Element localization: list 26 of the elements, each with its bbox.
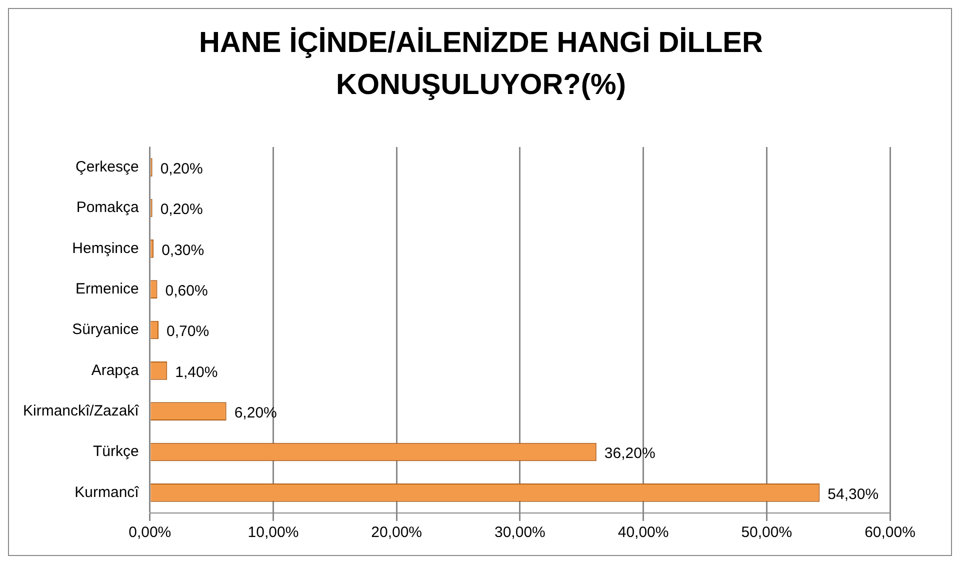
y-tick-label: Kurmancî — [74, 484, 140, 501]
y-tick-label: Kirmanckî/Zazakî — [22, 402, 140, 420]
y-tick-label: Süryanice — [72, 321, 139, 338]
x-tick-label: 20,00% — [371, 524, 422, 542]
y-tick-label: Ermenice — [76, 280, 139, 298]
chart-title: HANE İÇİNDE/AİLENİZDE HANGİ DİLLER KONUŞULUYOR?(%) — [198, 26, 764, 103]
data-label: 0,60% — [165, 282, 208, 300]
x-tick-label: 60,00% — [864, 524, 916, 542]
data-label: 0,30% — [162, 242, 204, 259]
data-label: 0,70% — [166, 323, 210, 340]
x-tick-label: 0,00% — [128, 524, 172, 542]
x-tick-label: 50,00% — [741, 524, 792, 542]
y-tick-label: Arapça — [91, 362, 140, 379]
data-label: 1,40% — [175, 364, 218, 381]
data-label: 6,20% — [234, 404, 277, 422]
data-label: 0,20% — [160, 201, 203, 218]
data-label: 0,20% — [160, 160, 203, 178]
y-tick-label: Pomakça — [76, 199, 140, 216]
y-tick-label: Çerkesçe — [76, 158, 139, 176]
x-tick-label: 30,00% — [494, 524, 546, 542]
x-tick-label: 40,00% — [618, 524, 669, 542]
y-tick-label: Türkçe — [93, 443, 139, 460]
data-label: 36,20% — [604, 445, 656, 462]
data-label: 54,30% — [828, 486, 879, 503]
x-tick-label: 10,00% — [248, 524, 299, 542]
y-tick-label: Hemşince — [72, 240, 139, 257]
